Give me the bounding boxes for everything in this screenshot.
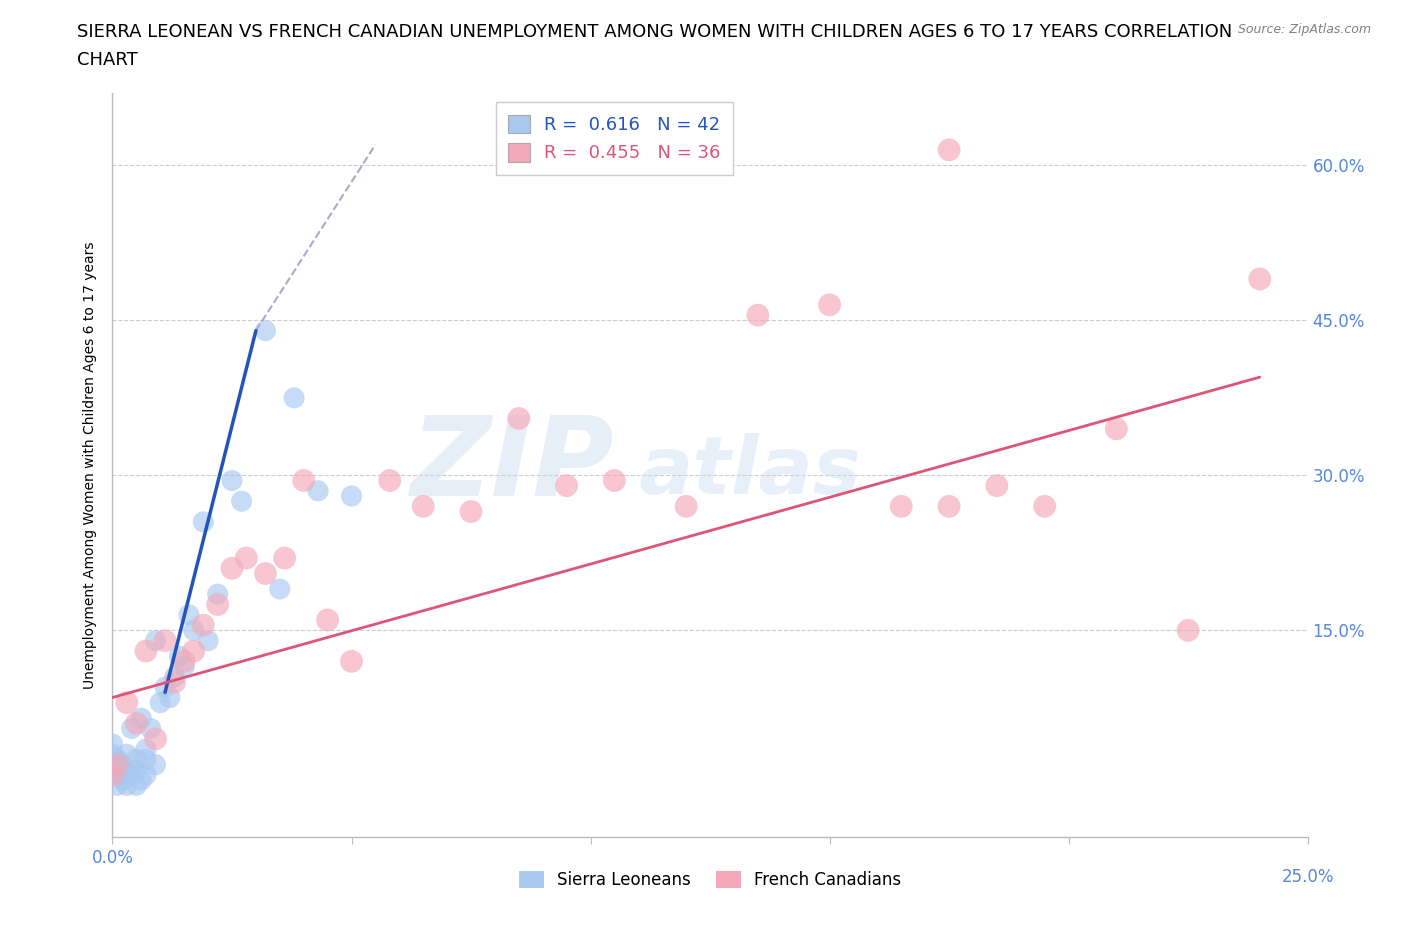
Point bbox=[121, 721, 143, 736]
Point bbox=[747, 308, 769, 323]
Point bbox=[135, 767, 157, 782]
Point bbox=[101, 767, 124, 782]
Point bbox=[163, 674, 186, 689]
Point bbox=[890, 498, 912, 513]
Point bbox=[207, 587, 229, 602]
Point bbox=[145, 757, 167, 772]
Point bbox=[125, 716, 148, 731]
Point bbox=[111, 773, 134, 788]
Point bbox=[149, 696, 172, 711]
Point bbox=[111, 757, 134, 772]
Point bbox=[938, 498, 960, 513]
Point bbox=[1177, 623, 1199, 638]
Point bbox=[115, 747, 138, 762]
Point bbox=[173, 659, 195, 674]
Point bbox=[173, 654, 195, 669]
Text: 25.0%: 25.0% bbox=[1281, 868, 1334, 885]
Point bbox=[254, 324, 277, 339]
Point bbox=[125, 777, 148, 792]
Point bbox=[938, 142, 960, 157]
Point bbox=[555, 478, 578, 493]
Point bbox=[177, 607, 200, 622]
Point bbox=[292, 473, 315, 488]
Text: Source: ZipAtlas.com: Source: ZipAtlas.com bbox=[1237, 23, 1371, 36]
Point bbox=[115, 696, 138, 711]
Y-axis label: Unemployment Among Women with Children Ages 6 to 17 years: Unemployment Among Women with Children A… bbox=[83, 241, 97, 689]
Point bbox=[135, 752, 157, 767]
Point bbox=[231, 494, 253, 509]
Point bbox=[193, 618, 215, 632]
Point bbox=[129, 711, 152, 725]
Point bbox=[115, 777, 138, 792]
Point bbox=[235, 551, 257, 565]
Point bbox=[139, 721, 162, 736]
Point bbox=[183, 644, 205, 658]
Point bbox=[340, 654, 363, 669]
Point bbox=[221, 473, 243, 488]
Point bbox=[221, 561, 243, 576]
Point bbox=[105, 757, 128, 772]
Point bbox=[115, 767, 138, 782]
Point bbox=[101, 757, 124, 772]
Point bbox=[269, 581, 291, 596]
Point bbox=[129, 773, 152, 788]
Point bbox=[273, 551, 295, 565]
Point bbox=[283, 391, 305, 405]
Point bbox=[169, 649, 191, 664]
Point bbox=[125, 752, 148, 767]
Point bbox=[603, 473, 626, 488]
Point bbox=[818, 298, 841, 312]
Point bbox=[316, 613, 339, 628]
Point bbox=[105, 752, 128, 767]
Point bbox=[378, 473, 401, 488]
Point bbox=[307, 484, 329, 498]
Point bbox=[460, 504, 482, 519]
Point bbox=[207, 597, 229, 612]
Point bbox=[135, 742, 157, 757]
Point bbox=[125, 763, 148, 777]
Point bbox=[101, 747, 124, 762]
Point bbox=[121, 767, 143, 782]
Point bbox=[254, 566, 277, 581]
Point bbox=[105, 763, 128, 777]
Text: SIERRA LEONEAN VS FRENCH CANADIAN UNEMPLOYMENT AMONG WOMEN WITH CHILDREN AGES 6 : SIERRA LEONEAN VS FRENCH CANADIAN UNEMPL… bbox=[77, 23, 1233, 41]
Point bbox=[508, 411, 530, 426]
Point bbox=[153, 633, 176, 648]
Point bbox=[193, 514, 215, 529]
Legend: Sierra Leoneans, French Canadians: Sierra Leoneans, French Canadians bbox=[512, 864, 908, 896]
Text: ZIP: ZIP bbox=[411, 411, 614, 519]
Point bbox=[105, 777, 128, 792]
Point bbox=[101, 737, 124, 751]
Point bbox=[197, 633, 219, 648]
Point bbox=[163, 670, 186, 684]
Point bbox=[412, 498, 434, 513]
Point bbox=[183, 623, 205, 638]
Point bbox=[145, 633, 167, 648]
Text: atlas: atlas bbox=[638, 433, 860, 512]
Point bbox=[145, 731, 167, 746]
Point bbox=[153, 680, 176, 695]
Text: CHART: CHART bbox=[77, 51, 138, 69]
Point bbox=[675, 498, 697, 513]
Point bbox=[159, 690, 181, 705]
Point bbox=[986, 478, 1008, 493]
Point bbox=[1033, 498, 1056, 513]
Point bbox=[1105, 421, 1128, 436]
Point bbox=[1249, 272, 1271, 286]
Point bbox=[340, 488, 363, 503]
Point bbox=[135, 644, 157, 658]
